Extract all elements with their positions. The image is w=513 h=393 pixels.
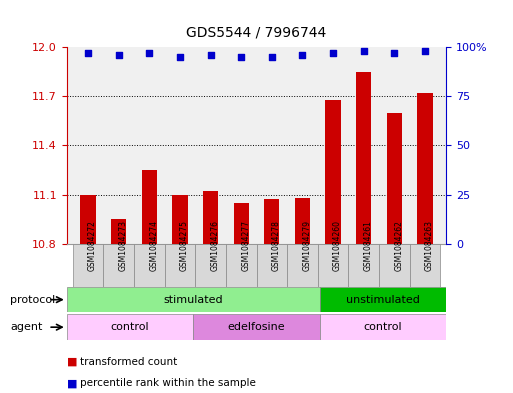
Text: ■: ■ [67, 378, 77, 388]
FancyBboxPatch shape [134, 244, 165, 287]
Bar [81, 195, 96, 244]
Point [268, 54, 276, 60]
Bar [356, 72, 371, 244]
FancyBboxPatch shape [256, 244, 287, 287]
Text: control: control [364, 322, 402, 332]
Text: GSM1084261: GSM1084261 [364, 220, 372, 271]
Text: agent: agent [10, 322, 43, 332]
FancyBboxPatch shape [318, 244, 348, 287]
Text: GSM1084275: GSM1084275 [180, 220, 189, 271]
Text: GSM1084263: GSM1084263 [425, 220, 434, 271]
Point [145, 50, 153, 56]
Text: transformed count: transformed count [80, 356, 177, 367]
FancyBboxPatch shape [348, 244, 379, 287]
Bar [111, 219, 126, 244]
FancyBboxPatch shape [409, 244, 440, 287]
Text: GSM1084276: GSM1084276 [210, 220, 220, 271]
Text: GSM1084260: GSM1084260 [333, 220, 342, 271]
Text: GSM1084273: GSM1084273 [119, 220, 128, 271]
Text: control: control [111, 322, 149, 332]
Point [299, 52, 307, 58]
Text: GSM1084277: GSM1084277 [241, 220, 250, 271]
Text: unstimulated: unstimulated [346, 295, 420, 305]
Text: GSM1084274: GSM1084274 [149, 220, 159, 271]
FancyBboxPatch shape [104, 244, 134, 287]
FancyBboxPatch shape [226, 244, 256, 287]
FancyBboxPatch shape [73, 244, 104, 287]
FancyBboxPatch shape [165, 244, 195, 287]
Text: stimulated: stimulated [164, 295, 223, 305]
Bar [233, 203, 249, 244]
Point [421, 48, 429, 54]
Bar [325, 99, 341, 244]
FancyBboxPatch shape [379, 244, 409, 287]
Bar [320, 287, 446, 312]
Point [329, 50, 337, 56]
Bar [172, 195, 188, 244]
Text: GDS5544 / 7996744: GDS5544 / 7996744 [186, 26, 327, 40]
Text: GSM1084262: GSM1084262 [394, 220, 403, 271]
Bar [193, 314, 320, 340]
Text: GSM1084278: GSM1084278 [272, 220, 281, 271]
Point [84, 50, 92, 56]
Bar [387, 113, 402, 244]
Point [206, 52, 214, 58]
Point [176, 54, 184, 60]
Bar [417, 93, 432, 244]
Text: GSM1084272: GSM1084272 [88, 220, 97, 271]
Point [237, 54, 245, 60]
Bar [67, 287, 320, 312]
Bar [320, 314, 446, 340]
Bar [203, 191, 218, 244]
Point [360, 48, 368, 54]
Text: edelfosine: edelfosine [228, 322, 285, 332]
Point [114, 52, 123, 58]
Bar [67, 314, 193, 340]
Bar [142, 170, 157, 244]
Text: ■: ■ [67, 356, 77, 367]
FancyBboxPatch shape [195, 244, 226, 287]
Text: percentile rank within the sample: percentile rank within the sample [80, 378, 255, 388]
Point [390, 50, 399, 56]
Text: GSM1084279: GSM1084279 [303, 220, 311, 271]
Text: protocol: protocol [10, 295, 55, 305]
Bar [295, 198, 310, 244]
FancyBboxPatch shape [287, 244, 318, 287]
Bar [264, 199, 280, 244]
